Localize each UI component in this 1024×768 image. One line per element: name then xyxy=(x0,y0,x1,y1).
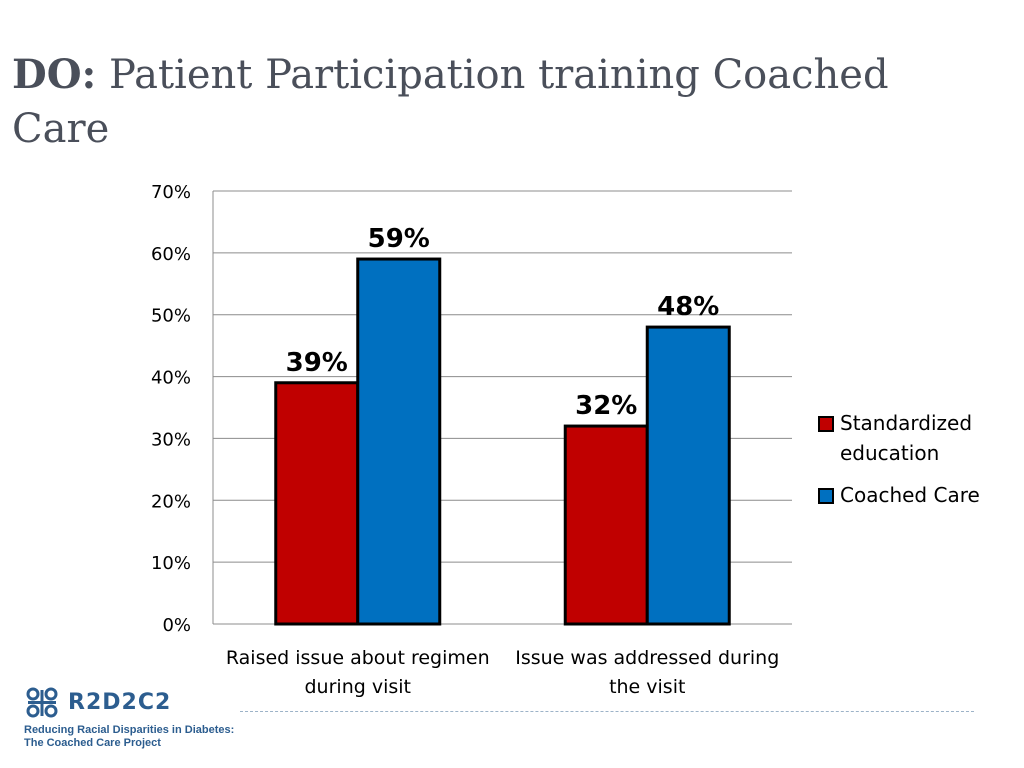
project-logo: R2D2C2 Reducing Racial Disparities in Di… xyxy=(24,686,264,756)
bar xyxy=(356,257,442,626)
x-tick-label: during visit xyxy=(305,676,412,698)
data-label: 59% xyxy=(368,224,430,254)
bar xyxy=(645,325,731,626)
y-tick-label: 70% xyxy=(151,182,191,203)
title-text: Patient Participation training Coached C… xyxy=(12,52,889,152)
x-tick-label: the visit xyxy=(609,676,685,698)
slide-title: DO: Patient Participation training Coach… xyxy=(12,48,912,156)
legend-swatch-coached-care xyxy=(818,488,834,504)
x-tick-label: Raised issue about regimen xyxy=(226,647,490,669)
legend-item-standardized-education: Standardized education xyxy=(818,408,1018,468)
logo-emblem-icon xyxy=(26,687,58,718)
data-label: 32% xyxy=(575,391,637,421)
legend-label-line: education xyxy=(840,441,940,465)
bar xyxy=(274,381,360,626)
legend-item-coached-care: Coached Care xyxy=(818,480,1018,510)
y-tick-label: 30% xyxy=(151,429,191,450)
y-tick-label: 40% xyxy=(151,368,191,389)
footer-divider xyxy=(240,711,974,712)
y-tick-label: 60% xyxy=(151,244,191,265)
bar xyxy=(563,424,649,626)
logo-tagline: Reducing Racial Disparities in Diabetes:… xyxy=(24,724,274,750)
legend-label-line: Standardized xyxy=(840,411,973,435)
logo-tagline-line-1: Reducing Racial Disparities in Diabetes: xyxy=(24,724,235,736)
title-lead: DO: xyxy=(12,51,97,98)
logo-wordmark: R2D2C2 xyxy=(68,690,172,715)
legend-swatch-standardized-education xyxy=(818,416,834,432)
y-tick-label: 10% xyxy=(151,553,191,574)
y-tick-label: 50% xyxy=(151,306,191,327)
y-tick-label: 0% xyxy=(162,615,191,636)
logo-tagline-line-2: The Coached Care Project xyxy=(24,737,161,749)
x-tick-label: Issue was addressed during xyxy=(515,647,779,669)
data-label: 39% xyxy=(286,348,348,378)
y-tick-label: 20% xyxy=(151,491,191,512)
legend-label-line: Coached Care xyxy=(840,483,980,507)
data-label: 48% xyxy=(657,292,719,322)
chart-legend: Standardized education Coached Care xyxy=(818,408,1018,510)
